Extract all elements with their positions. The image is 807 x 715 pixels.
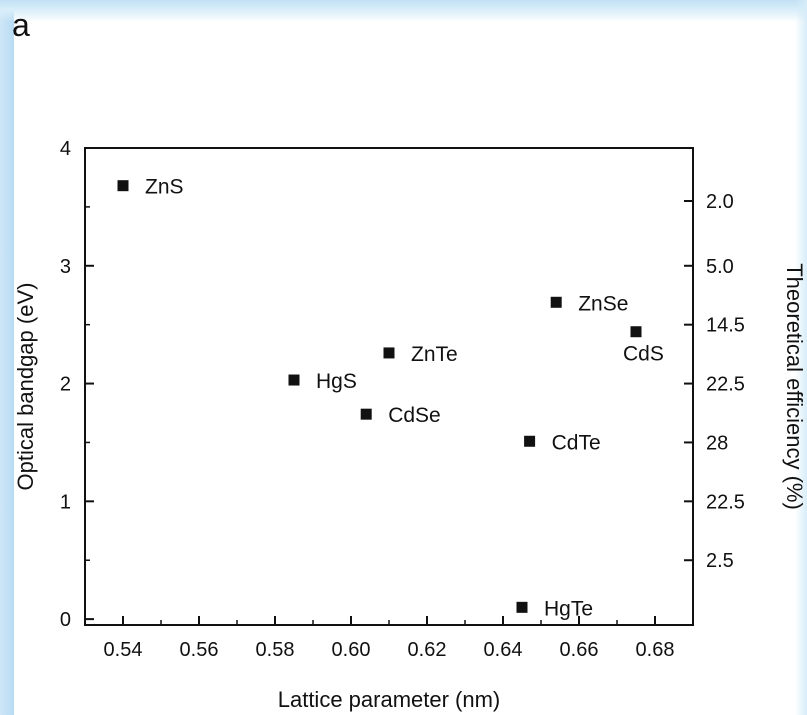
y-tick-label: 1 — [60, 491, 71, 513]
data-point-hgs — [288, 374, 300, 386]
plot-frame — [84, 147, 694, 626]
page-background-right — [795, 0, 807, 715]
panel-label: a — [12, 7, 30, 43]
y2-tick-label: 22.5 — [706, 374, 745, 396]
data-label-cdse: CdSe — [388, 404, 441, 427]
x-tick-label: 0.56 — [180, 639, 219, 661]
x-tick-label: 0.54 — [104, 639, 143, 661]
y2-tick-label: 28 — [706, 432, 728, 454]
data-points: ZnS HgS ZnTe CdSe CdTe ZnSe CdS HgTe — [117, 176, 664, 620]
data-point-hgte — [516, 601, 528, 613]
data-point-znse — [550, 296, 562, 308]
x-tick-label: 0.64 — [484, 639, 523, 661]
x-tick-label: 0.58 — [256, 639, 295, 661]
y2-tick-label: 14.5 — [706, 315, 745, 337]
y-axis-label: Optical bandgap (eV) — [13, 283, 38, 491]
y2-tick-label: 2.0 — [706, 191, 734, 213]
x-axis-label: Lattice parameter (nm) — [278, 687, 501, 712]
y-tick-label: 4 — [60, 138, 71, 160]
data-point-cdse — [360, 408, 372, 420]
data-label-zns: ZnS — [145, 176, 184, 199]
y2-tick-label: 2.5 — [706, 550, 734, 572]
y2-tick-label: 5.0 — [706, 256, 734, 278]
page-background-top — [0, 0, 807, 22]
data-label-znte: ZnTe — [411, 343, 458, 366]
data-label-hgs: HgS — [316, 370, 357, 393]
y2-axis-label: Theoretical efficiency (%) — [782, 263, 807, 510]
data-point-cds — [630, 326, 642, 338]
y-tick-label: 2 — [60, 374, 71, 396]
x-tick-label: 0.62 — [408, 639, 447, 661]
x-tick-label: 0.66 — [560, 639, 599, 661]
data-point-zns — [117, 180, 129, 192]
y2-tick-label: 22.5 — [706, 491, 745, 513]
axes: 0.54 0.56 0.58 0.60 0.62 0.64 0.66 0.68 0 1 2 3 4 2.0… — [60, 138, 745, 661]
data-label-hgte: HgTe — [544, 597, 593, 620]
y-tick-label: 3 — [60, 256, 71, 278]
data-label-znse: ZnSe — [578, 292, 628, 315]
x-tick-label: 0.60 — [332, 639, 371, 661]
data-label-cdte: CdTe — [552, 431, 601, 454]
data-point-znte — [383, 347, 395, 359]
x-tick-label: 0.68 — [636, 639, 675, 661]
data-point-cdte — [524, 435, 536, 447]
data-label-cds: CdS — [623, 343, 664, 366]
y-tick-label: 0 — [60, 609, 71, 631]
